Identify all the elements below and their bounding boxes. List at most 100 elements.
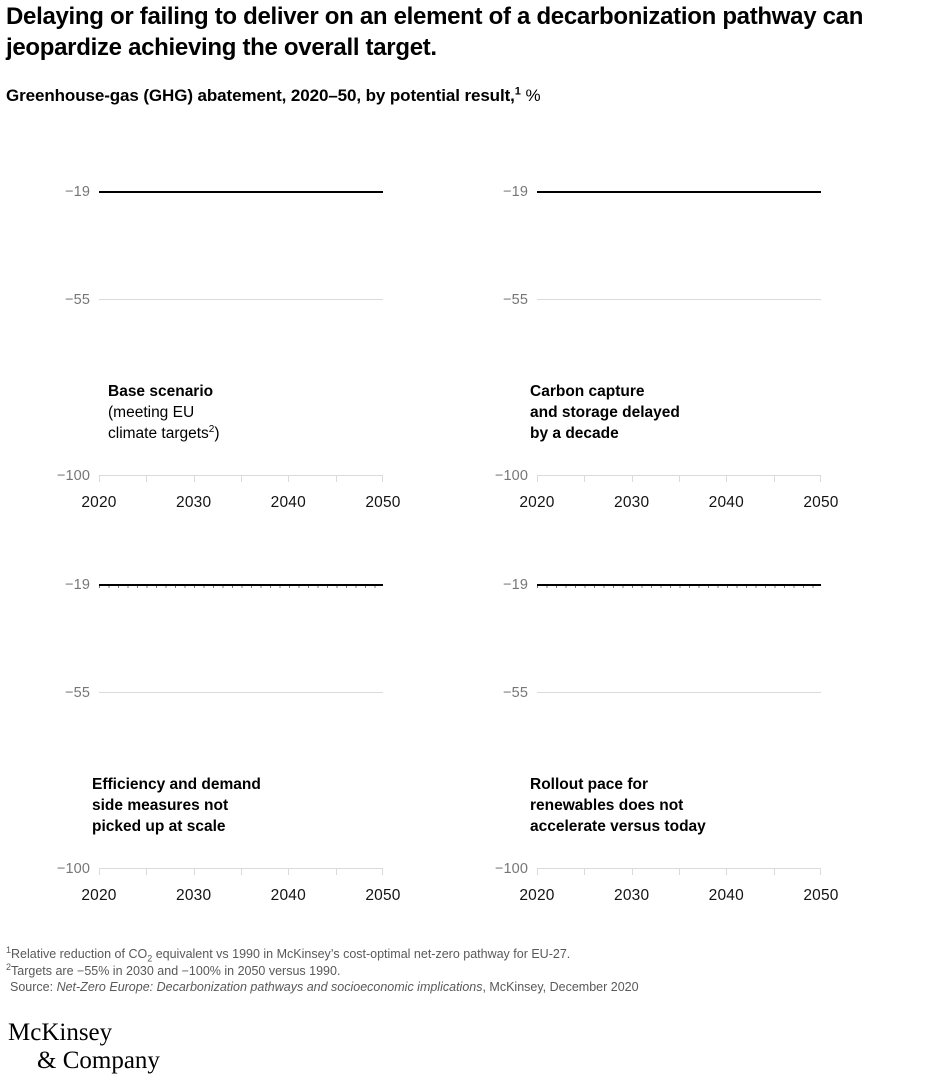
axis-tick [335, 475, 337, 482]
reference-line-19 [99, 584, 383, 588]
axis-tick [288, 868, 290, 875]
x-axis-labels: 2020 2030 2040 2050 [81, 887, 400, 907]
panel-label-line2: and storage delayed [530, 404, 680, 421]
y-tick-label-19: −19 [65, 184, 90, 200]
axis-tick [193, 868, 195, 875]
chart-panel-efficiency: −19 −55 Efficiency and demand side measu… [0, 573, 425, 928]
axis-tick [537, 868, 538, 875]
x-tick-label: 2030 [176, 494, 212, 511]
panel-label-line1: Rollout pace for [530, 776, 648, 793]
panel-label: Efficiency and demand side measures not … [92, 774, 261, 837]
x-tick-label: 2030 [614, 494, 650, 511]
y-tick-label-100: −100 [56, 861, 90, 877]
footnote-2-marker: 2 [6, 961, 12, 972]
reference-line-19 [537, 191, 821, 193]
axis-tick [584, 475, 586, 482]
panel-label-line1: Efficiency and demand [92, 776, 261, 793]
panel-label-line3: climate targets2) [108, 423, 220, 444]
panel-label-line1: Base scenario [108, 383, 214, 400]
source-line: Source: Net-Zero Europe: Decarbonization… [6, 979, 639, 996]
axis-tick [773, 868, 775, 875]
y-tick-label-19: −19 [503, 184, 528, 200]
x-tick-label: 2030 [176, 887, 212, 904]
axis-tick [820, 868, 821, 875]
x-tick-label: 2050 [365, 887, 401, 904]
panel-label-line2: side measures not [92, 797, 229, 814]
axis-tick [726, 868, 728, 875]
y-tick-label-100: −100 [56, 468, 90, 484]
axis-tick [382, 868, 383, 875]
panel-label: Rollout pace for renewables does not acc… [530, 774, 706, 837]
gridline-55 [537, 299, 821, 300]
panel-label-footnote-marker: 2 [208, 423, 215, 435]
footnote-1-text-end: equivalent vs 1990 in McKinsey’s cost-op… [152, 947, 571, 961]
y-tick-label-55: −55 [65, 685, 90, 701]
y-tick-label-100: −100 [494, 468, 528, 484]
axis-tick [773, 475, 775, 482]
axis-tick [146, 475, 148, 482]
x-tick-label: 2020 [519, 887, 555, 904]
source-prefix: Source: [10, 980, 57, 994]
y-tick-label-100: −100 [494, 861, 528, 877]
axis-tick [631, 868, 633, 875]
x-tick-label: 2040 [270, 494, 306, 511]
footnote-1-subscript: 2 [147, 953, 153, 964]
axis-tick [382, 475, 383, 482]
x-tick-label: 2020 [519, 494, 555, 511]
reference-line-19 [537, 584, 821, 588]
panel-label-line3: by a decade [530, 425, 619, 442]
y-tick-label-55: −55 [503, 685, 528, 701]
x-tick-label: 2040 [708, 494, 744, 511]
x-axis-line [537, 475, 821, 482]
y-tick-label-55: −55 [503, 292, 528, 308]
x-tick-label: 2050 [365, 494, 401, 511]
chart-panel-ccs-delayed: −19 −55 Carbon capture and storage delay… [438, 180, 863, 535]
logo-line2: & Company [37, 1047, 160, 1074]
x-tick-label: 2040 [270, 887, 306, 904]
panel-label-line3-text: climate targets [108, 425, 209, 442]
mckinsey-logo: McKinsey & Company [8, 1019, 160, 1075]
axis-tick [820, 475, 821, 482]
footnote-2-text: Targets are −55% in 2030 and −100% in 20… [11, 963, 341, 978]
chart-subtitle: Greenhouse-gas (GHG) abatement, 2020–50,… [6, 86, 541, 106]
axis-tick [726, 475, 728, 482]
gridline-55 [537, 692, 821, 693]
footnote-1: 1Relative reduction of CO2 equivalent vs… [6, 945, 639, 964]
axis-tick [288, 475, 290, 482]
x-axis-labels: 2020 2030 2040 2050 [519, 494, 838, 514]
panel-label: Base scenario (meeting EU climate target… [108, 381, 220, 444]
reference-line-19 [99, 191, 383, 193]
panel-label: Carbon capture and storage delayed by a … [530, 381, 680, 444]
gridline-55 [99, 299, 383, 300]
page-title: Delaying or failing to deliver on an ele… [6, 1, 863, 63]
chart-unit: % [525, 86, 541, 105]
x-axis-line [99, 475, 383, 482]
logo-line1: McKinsey [8, 1019, 113, 1046]
footnote-1-text: Relative reduction of CO [11, 947, 148, 961]
axis-tick [631, 475, 633, 482]
panel-label-line3: accelerate versus today [530, 818, 706, 835]
axis-tick [584, 868, 586, 875]
page-title-line2: jeopardize achieving the overall target. [6, 34, 437, 61]
chart-panel-base-scenario: −19 −55 Base scenario (meeting EU climat… [0, 180, 425, 535]
x-tick-label: 2020 [81, 887, 117, 904]
panel-label-line2: (meeting EU [108, 404, 195, 421]
x-tick-label: 2030 [614, 887, 650, 904]
axis-tick [679, 868, 680, 875]
x-tick-label: 2050 [803, 887, 839, 904]
x-axis-line [537, 868, 821, 875]
x-tick-label: 2020 [81, 494, 117, 511]
panel-label-line3: picked up at scale [92, 818, 226, 835]
axis-tick [146, 868, 148, 875]
x-axis-labels: 2020 2030 2040 2050 [519, 887, 838, 907]
y-tick-label-19: −19 [503, 577, 528, 593]
y-tick-label-19: −19 [65, 577, 90, 593]
x-tick-label: 2040 [708, 887, 744, 904]
gridline-55 [99, 692, 383, 693]
axis-tick [537, 475, 538, 482]
panel-label-line2: renewables does not [530, 797, 684, 814]
x-axis-line [99, 868, 383, 875]
footnote-2: 2Targets are −55% in 2030 and −100% in 2… [6, 961, 639, 980]
axis-tick [335, 868, 337, 875]
